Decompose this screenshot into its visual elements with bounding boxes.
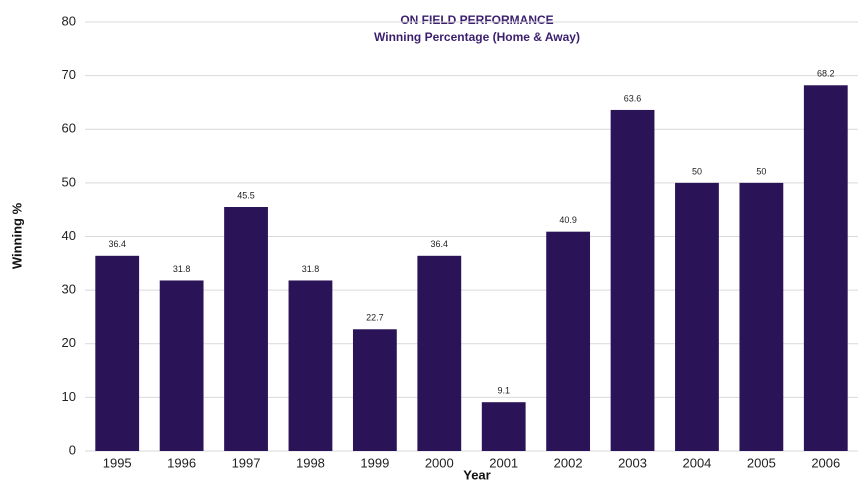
data-label: 68.2 bbox=[817, 69, 835, 79]
y-tick-label: 50 bbox=[62, 174, 76, 189]
data-label: 40.9 bbox=[559, 215, 577, 225]
data-label: 9.1 bbox=[497, 386, 510, 396]
x-tick-label: 1996 bbox=[167, 455, 196, 470]
bar bbox=[352, 329, 397, 451]
x-tick-label: 2006 bbox=[811, 455, 840, 470]
y-tick-label: 70 bbox=[62, 67, 76, 82]
bar bbox=[95, 255, 140, 451]
chart-subtitle: Winning Percentage (Home & Away) bbox=[374, 30, 580, 44]
x-tick-label: 2005 bbox=[747, 455, 776, 470]
bar bbox=[803, 85, 848, 451]
y-axis-title: Winning % bbox=[9, 202, 24, 269]
data-label: 31.8 bbox=[302, 264, 320, 274]
bar bbox=[159, 280, 204, 451]
bar bbox=[288, 280, 333, 451]
data-label: 36.4 bbox=[431, 239, 449, 249]
x-tick-label: 1997 bbox=[232, 455, 261, 470]
x-tick-label: 2002 bbox=[554, 455, 583, 470]
y-tick-label: 10 bbox=[62, 389, 76, 404]
y-tick-label: 60 bbox=[62, 121, 76, 136]
data-label: 31.8 bbox=[173, 264, 191, 274]
x-tick-label: 2001 bbox=[489, 455, 518, 470]
x-tick-label: 1998 bbox=[296, 455, 325, 470]
y-tick-label: 40 bbox=[62, 228, 76, 243]
y-tick-label: 30 bbox=[62, 282, 76, 297]
bar bbox=[417, 255, 462, 451]
bar bbox=[546, 231, 591, 451]
data-label: 36.4 bbox=[108, 239, 126, 249]
x-tick-label: 1995 bbox=[103, 455, 132, 470]
chart-title: ON FIELD PERFORMANCE bbox=[400, 13, 553, 27]
bar bbox=[675, 182, 719, 451]
y-tick-label: 80 bbox=[62, 13, 76, 28]
data-label: 63.6 bbox=[624, 93, 642, 103]
bar bbox=[224, 207, 268, 451]
data-label: 45.5 bbox=[237, 190, 255, 200]
x-tick-label: 2004 bbox=[682, 455, 711, 470]
x-tick-label: 1999 bbox=[360, 455, 389, 470]
x-axis-title: Year bbox=[463, 467, 490, 482]
data-label: 50 bbox=[692, 166, 702, 176]
x-tick-label: 2000 bbox=[425, 455, 454, 470]
y-tick-label: 20 bbox=[62, 335, 76, 350]
bar bbox=[739, 182, 784, 451]
data-label: 50 bbox=[756, 166, 766, 176]
bar bbox=[481, 402, 526, 451]
y-tick-label: 0 bbox=[69, 442, 76, 457]
data-label: 22.7 bbox=[366, 313, 384, 323]
bar bbox=[610, 109, 655, 451]
x-tick-label: 2003 bbox=[618, 455, 647, 470]
